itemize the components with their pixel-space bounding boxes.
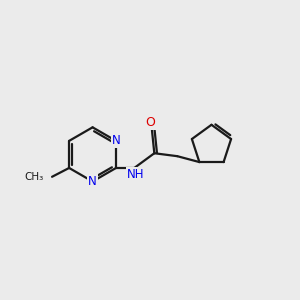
Text: N: N — [88, 175, 97, 188]
Text: CH₃: CH₃ — [25, 172, 44, 182]
Text: NH: NH — [127, 168, 144, 181]
Text: O: O — [146, 116, 155, 129]
Text: N: N — [112, 134, 120, 147]
